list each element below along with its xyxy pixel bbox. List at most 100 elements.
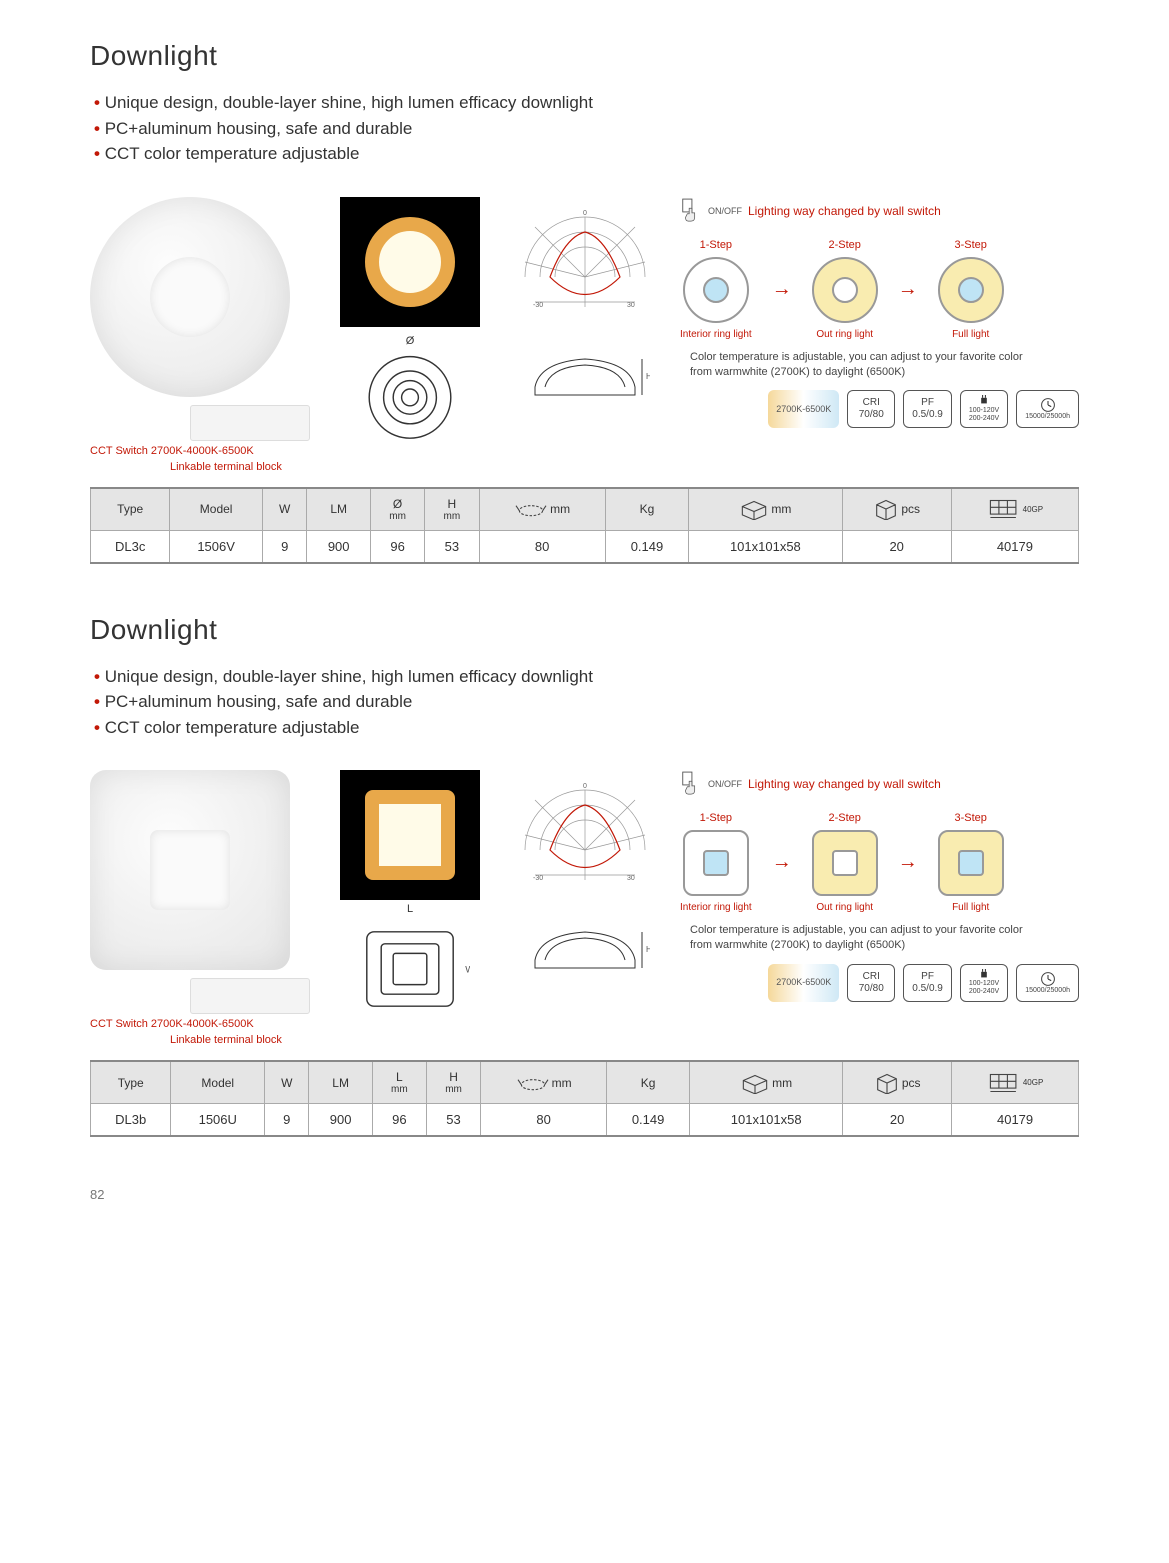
spec-table: TypeModelWLMLmmHmmmmKgmmpcs40GP DL3b1506… [90,1060,1079,1137]
steps-row: 1-Step Interior ring light → 2-Step Out … [680,812,1079,913]
table-header: pcs [842,488,951,531]
table-cell: 9 [262,530,307,563]
product-photo [90,197,290,397]
svg-text:W: W [465,964,470,975]
bullet-item: PC+aluminum housing, safe and durable [90,689,1079,715]
table-header: Ømm [370,488,424,531]
table-cell: DL3b [91,1104,171,1137]
table-header: mm [481,1061,607,1104]
bullet-list: Unique design, double-layer shine, high … [90,664,1079,741]
linkable-label: Linkable terminal block [90,1034,310,1046]
top-view-drawing: L W [350,920,470,1010]
badge-cct: 2700K-6500K [768,390,839,428]
lit-product-photo [340,770,480,900]
table-cell: 1506V [170,530,263,563]
step-label: 2-Step [828,812,860,824]
product-photo [90,770,290,970]
step-desc: Full light [952,329,989,340]
step-icon [812,830,878,896]
table-header: Model [171,1061,265,1104]
svg-text:-30: -30 [533,302,543,309]
table-cell: 9 [265,1104,309,1137]
step-icon [938,830,1004,896]
table-header: mm [479,488,605,531]
step-label: 1-Step [700,812,732,824]
polar-diagram: 0 -30 30 [515,207,655,317]
table-cell: 96 [372,1104,426,1137]
badge-voltage: 100-120V200-240V [960,390,1008,428]
bullet-item: Unique design, double-layer shine, high … [90,90,1079,116]
step-icon [938,257,1004,323]
bullet-item: CCT color temperature adjustable [90,141,1079,167]
switch-note: ON/OFF Lighting way changed by wall swit… [680,197,1079,225]
step-2: 2-Step Out ring light [812,812,878,913]
side-view-drawing: H [520,920,650,980]
temp-note: Color temperature is adjustable, you can… [690,350,1079,381]
svg-text:-30: -30 [533,875,543,882]
table-header: Type [91,1061,171,1104]
svg-text:0: 0 [583,783,587,790]
table-cell: DL3c [91,530,170,563]
product-photo-block: CCT Switch 2700K-4000K-6500K Linkable te… [90,770,310,1046]
table-cell: 20 [843,1104,952,1137]
table-cell: 101x101x58 [690,1104,843,1137]
step-desc: Interior ring light [680,902,752,913]
table-header: W [262,488,307,531]
step-desc: Interior ring light [680,329,752,340]
table-header: Hmm [425,488,479,531]
step-1: 1-Step Interior ring light [680,239,752,340]
table-cell: 80 [481,1104,607,1137]
step-label: 3-Step [954,239,986,251]
table-header: Hmm [426,1061,480,1104]
badge-life: 15000/25000h [1016,390,1079,428]
spec-table: TypeModelWLMØmmHmmmmKgmmpcs40GP DL3c1506… [90,487,1079,564]
spec-badges: 2700K-6500K CRI70/80 PF0.5/0.9 100-120V2… [680,964,1079,1002]
page-number: 82 [90,1187,1079,1202]
table-header: Kg [605,488,688,531]
arrow-icon: → [898,851,918,874]
section-title: Downlight [90,40,1079,72]
step-icon [683,830,749,896]
table-header: W [265,1061,309,1104]
table-header: mm [689,488,842,531]
switch-note: ON/OFF Lighting way changed by wall swit… [680,770,1079,798]
lit-product-photo [340,197,480,327]
cct-switch-label: CCT Switch 2700K-4000K-6500K [90,445,310,457]
table-header: pcs [843,1061,952,1104]
step-label: 3-Step [954,812,986,824]
step-desc: Out ring light [816,902,873,913]
svg-text:30: 30 [627,875,635,882]
table-cell: 40179 [952,1104,1079,1137]
driver-box [190,978,310,1014]
section-title: Downlight [90,614,1079,646]
step-3: 3-Step Full light [938,239,1004,340]
table-cell: 40179 [951,530,1078,563]
step-1: 1-Step Interior ring light [680,812,752,913]
table-header: Kg [607,1061,690,1104]
badge-life: 15000/25000h [1016,964,1079,1002]
step-label: 2-Step [828,239,860,251]
badge-pf: PF0.5/0.9 [903,390,952,428]
svg-text:0: 0 [583,210,587,217]
section-0: Downlight Unique design, double-layer sh… [90,40,1079,564]
step-desc: Full light [952,902,989,913]
linkable-label: Linkable terminal block [90,461,310,473]
table-header: LM [307,488,371,531]
badge-cct: 2700K-6500K [768,964,839,1002]
driver-box [190,405,310,441]
polar-diagram: 0 -30 30 [515,780,655,890]
step-3: 3-Step Full light [938,812,1004,913]
badge-pf: PF0.5/0.9 [903,964,952,1002]
svg-text:30: 30 [627,302,635,309]
bullet-item: CCT color temperature adjustable [90,715,1079,741]
bullet-item: PC+aluminum housing, safe and durable [90,116,1079,142]
svg-text:H: H [646,945,650,954]
table-header: 40GP [952,1061,1079,1104]
section-1: Downlight Unique design, double-layer sh… [90,614,1079,1138]
steps-row: 1-Step Interior ring light → 2-Step Out … [680,239,1079,340]
table-header: 40GP [951,488,1078,531]
step-2: 2-Step Out ring light [812,239,878,340]
table-header: Lmm [372,1061,426,1104]
table-cell: 53 [425,530,479,563]
table-cell: 900 [307,530,371,563]
